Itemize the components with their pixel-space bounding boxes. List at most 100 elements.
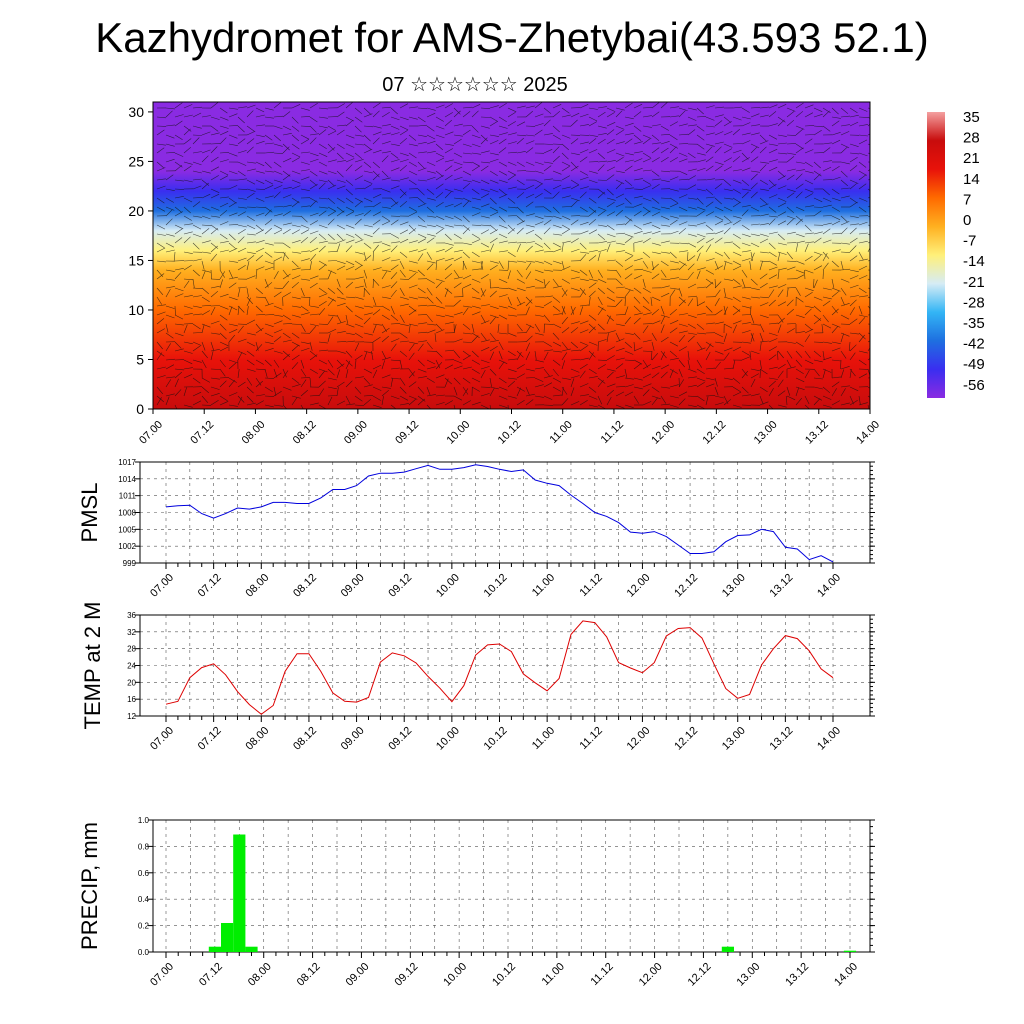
wind-barb	[282, 339, 292, 343]
wind-barb	[300, 389, 308, 397]
wind-barb	[480, 261, 483, 271]
wind-barb	[849, 197, 858, 204]
wind-barb	[309, 220, 318, 226]
wind-barb	[651, 263, 659, 271]
wind-barb	[867, 395, 870, 398]
wind-barb	[786, 152, 796, 155]
wind-barb	[291, 305, 301, 308]
wind-barb	[543, 251, 554, 253]
wind-barb	[714, 197, 722, 205]
wind-barb	[156, 311, 166, 316]
wind-barb	[849, 183, 858, 190]
wind-barb	[156, 206, 166, 212]
x-tick-label: 07.12	[196, 572, 224, 600]
wind-barb	[183, 264, 192, 271]
wind-barb	[372, 173, 380, 181]
wind-barb	[489, 278, 491, 289]
wind-barb	[174, 287, 184, 292]
wind-barb	[201, 155, 209, 163]
wind-barb	[174, 134, 183, 141]
wind-barb	[714, 220, 724, 226]
wind-barb	[624, 350, 634, 355]
wind-barb	[516, 387, 522, 397]
wind-barb	[552, 206, 560, 214]
wind-barb	[498, 215, 506, 223]
wind-barb	[417, 233, 427, 239]
wind-barb	[759, 261, 763, 271]
wind-barb	[714, 281, 722, 289]
wind-barb	[732, 360, 736, 370]
wind-barb	[858, 314, 868, 318]
wind-barb	[201, 386, 209, 394]
wind-barb	[669, 176, 679, 181]
wind-barb	[255, 314, 266, 316]
wind-barb	[525, 368, 535, 372]
wind-barb	[462, 179, 472, 183]
wind-barb	[552, 134, 561, 140]
wind-barb	[660, 395, 667, 404]
wind-barb	[723, 206, 733, 212]
wind-barb	[309, 395, 320, 397]
wind-barb	[201, 341, 206, 351]
x-tick-label: 09.12	[392, 961, 420, 989]
wind-barb	[552, 386, 561, 392]
wind-barb	[615, 209, 623, 217]
wind-barb	[273, 179, 283, 183]
wind-barb	[219, 196, 229, 199]
wind-barb	[813, 251, 823, 256]
wind-barb	[246, 146, 254, 154]
wind-barb	[840, 333, 844, 343]
wind-barb	[246, 359, 255, 366]
wind-barb	[552, 285, 562, 289]
wind-barb	[246, 297, 251, 307]
wind-barb	[426, 394, 436, 397]
wind-barb	[534, 215, 544, 220]
wind-barb	[633, 312, 643, 316]
wind-barb	[390, 167, 400, 172]
wind-barb	[705, 351, 711, 361]
wind-barb	[840, 215, 848, 223]
wind-barb	[399, 296, 409, 300]
wind-barb	[795, 296, 804, 303]
wind-barb	[201, 323, 211, 328]
wind-barb	[543, 260, 553, 266]
wind-barb	[201, 287, 209, 295]
wind-barb	[435, 402, 445, 406]
wind-barb	[327, 377, 337, 381]
wind-barb	[372, 227, 380, 235]
wind-barb	[282, 280, 290, 289]
wind-barb	[633, 158, 643, 163]
wind-barb	[246, 306, 249, 316]
wind-barb	[678, 107, 688, 111]
wind-barb	[741, 152, 749, 160]
wind-barb	[327, 314, 337, 317]
wind-barb	[165, 143, 175, 147]
wind-barb	[435, 323, 443, 331]
wind-barb	[363, 134, 371, 142]
wind-barb	[624, 138, 633, 145]
wind-barb	[255, 134, 265, 138]
wind-barb	[336, 170, 344, 178]
wind-barb	[813, 130, 822, 136]
wind-barb	[417, 161, 425, 169]
colorbar-bar	[927, 112, 945, 398]
wind-barb	[156, 129, 165, 136]
wind-barb	[183, 138, 192, 145]
x-tick-label: 10.12	[482, 725, 510, 753]
wind-barb	[291, 314, 301, 318]
wind-barb	[219, 233, 228, 240]
wind-barb	[156, 242, 165, 249]
wind-barb	[282, 157, 292, 163]
wind-barb	[831, 291, 840, 298]
wind-barb	[489, 314, 499, 319]
wind-barb	[489, 332, 496, 341]
wind-barb	[750, 373, 760, 379]
wind-barb	[165, 332, 174, 339]
wind-barb	[426, 107, 436, 111]
wind-barb	[453, 166, 463, 172]
wind-barb	[552, 323, 562, 329]
wind-barb	[579, 221, 589, 226]
wind-barb	[489, 237, 498, 244]
wind-barb	[705, 188, 714, 196]
